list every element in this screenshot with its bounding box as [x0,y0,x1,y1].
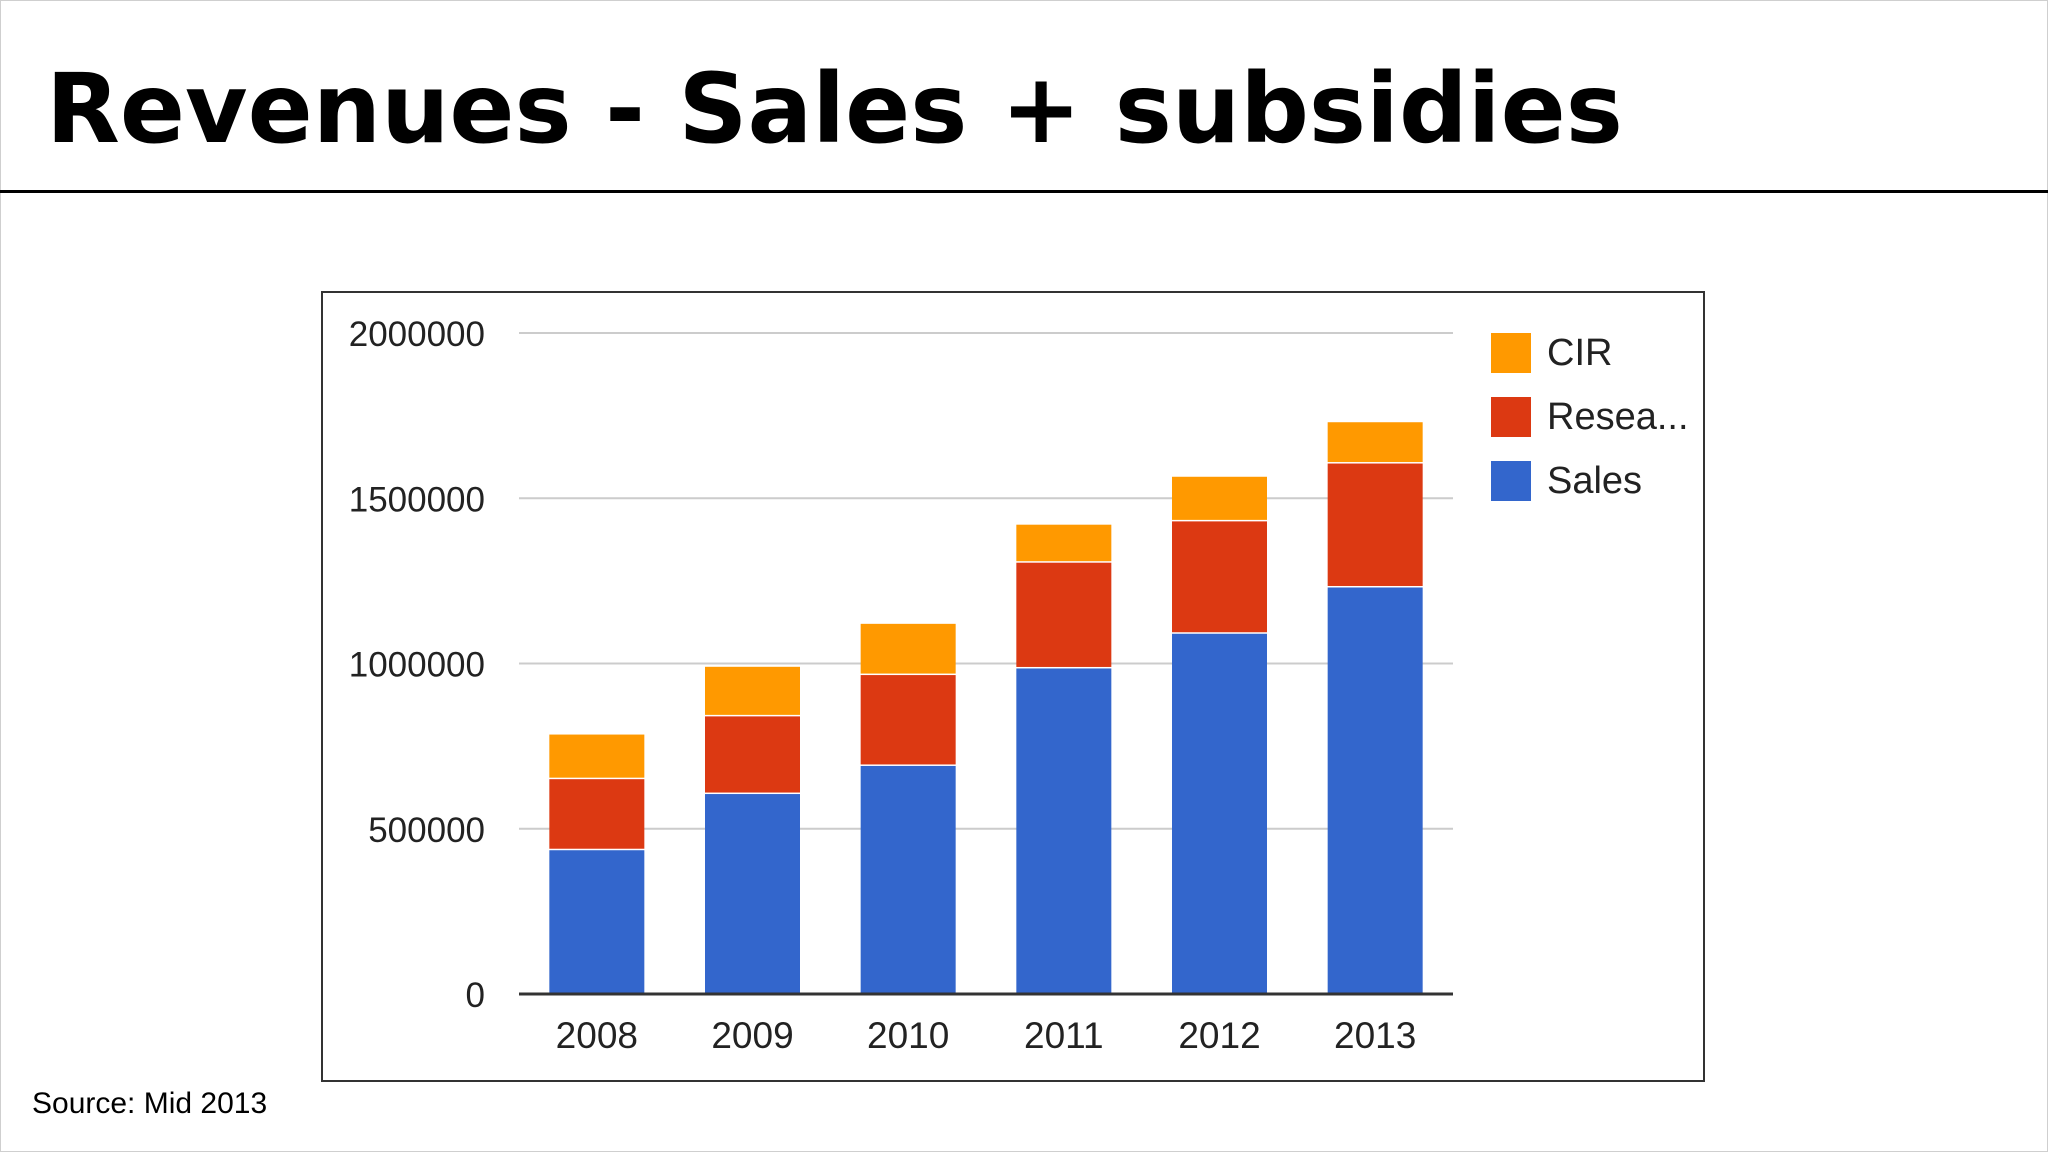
legend-label: Sales [1547,460,1642,502]
x-tick-label: 2009 [711,1015,793,1056]
bar-cir-2012 [1172,476,1267,520]
bar-sales-2008 [549,850,645,994]
slide-title: Revenues - Sales + subsidies [46,53,1623,165]
bar-sales-2011 [1016,668,1112,994]
bar-cir-2010 [860,623,956,674]
bar-resea-2010 [860,675,956,765]
bar-sales-2010 [860,765,956,994]
legend-swatch [1491,397,1531,437]
bar-resea-2008 [549,779,645,849]
chart-container: 0 500000 1000000 1500000 2000000 2008 2009 2010… [321,291,1705,1082]
gridlines [519,332,1453,830]
source-note: Source: Mid 2013 [32,1087,268,1120]
bar-cir-2009 [705,666,800,715]
bar-cir-2011 [1016,524,1112,562]
bar-resea-2012 [1172,521,1267,633]
bar-cir-2008 [549,734,645,778]
x-tick-label: 2010 [867,1015,949,1056]
x-tick-label: 2011 [1024,1015,1104,1056]
bar-sales-2012 [1172,633,1267,994]
stacked-bar-chart: 0 500000 1000000 1500000 2000000 2008 2009 2010… [349,315,1689,1056]
y-tick-label: 2000000 [349,315,485,354]
legend-swatch [1491,461,1531,501]
bar-cir-2013 [1327,422,1423,463]
y-tick-label: 500000 [368,811,485,850]
title-divider [0,190,2048,193]
axes: 0 500000 1000000 1500000 2000000 2008 2009 2010… [349,315,1453,1056]
bars [549,422,1423,994]
y-tick-label: 0 [466,976,485,1015]
bar-resea-2013 [1327,463,1423,586]
y-tick-label: 1500000 [349,480,485,519]
x-tick-label: 2012 [1178,1015,1260,1056]
legend-label: CIR [1547,332,1612,374]
legend-label: Resea... [1547,396,1689,438]
legend: CIR Resea... Sales [1491,332,1689,502]
x-tick-label: 2013 [1334,1015,1416,1056]
x-tick-label: 2008 [556,1015,638,1056]
bar-sales-2009 [705,794,800,994]
legend-swatch [1491,333,1531,373]
bar-sales-2013 [1327,587,1423,994]
bar-resea-2009 [705,716,800,793]
bar-resea-2011 [1016,562,1112,667]
y-tick-label: 1000000 [349,646,485,685]
